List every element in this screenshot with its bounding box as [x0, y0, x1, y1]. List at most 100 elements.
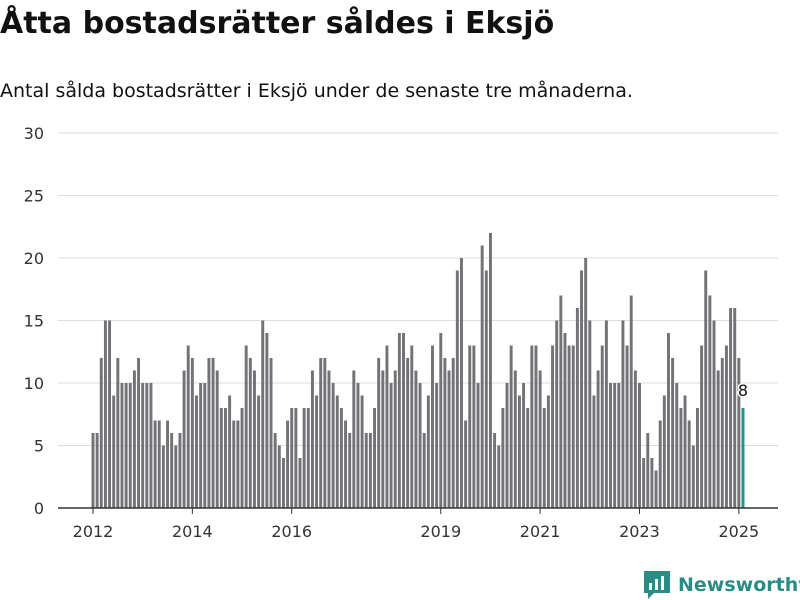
bar	[190, 358, 194, 508]
bar	[145, 383, 149, 508]
bar	[476, 383, 480, 508]
bar	[352, 370, 356, 508]
chart-title: Åtta bostadsrätter såldes i Eksjö	[0, 6, 555, 41]
bar	[617, 383, 621, 508]
brand-name: Newsworthy	[678, 574, 800, 596]
bar	[132, 370, 136, 508]
bar	[613, 383, 617, 508]
bar	[517, 395, 521, 508]
bar	[406, 358, 410, 508]
bar	[199, 383, 203, 508]
bar	[567, 345, 571, 508]
y-tick-label: 0	[34, 499, 44, 518]
bar	[642, 458, 646, 508]
bar	[551, 345, 555, 508]
bar	[472, 345, 476, 508]
bar	[505, 383, 509, 508]
chart-subtitle: Antal sålda bostadsrätter i Eksjö under …	[0, 80, 633, 102]
bar	[294, 408, 298, 508]
x-tick-label: 2016	[271, 522, 312, 541]
bar	[174, 445, 178, 508]
x-tick-label: 2025	[719, 522, 760, 541]
bar	[402, 333, 405, 508]
bar	[360, 395, 364, 508]
bar	[240, 408, 244, 508]
bar	[580, 270, 583, 508]
bar	[497, 445, 501, 508]
bar	[687, 420, 691, 508]
bar	[302, 408, 306, 508]
bar	[265, 333, 269, 508]
bar	[716, 370, 720, 508]
bar	[460, 258, 463, 508]
bar	[534, 345, 538, 508]
bar	[248, 358, 252, 508]
bar	[368, 433, 372, 508]
bar	[161, 445, 165, 508]
bar	[493, 433, 497, 508]
bar	[592, 395, 596, 508]
bar	[609, 383, 612, 508]
newsworthy-logo-icon	[644, 571, 670, 599]
bar	[310, 370, 314, 508]
y-tick-label: 10	[24, 374, 44, 393]
bar	[95, 433, 99, 508]
bar	[509, 345, 513, 508]
bar	[464, 420, 468, 508]
bar	[286, 420, 290, 508]
bar	[323, 358, 327, 508]
bar	[695, 408, 699, 508]
bar	[99, 358, 103, 508]
bar	[563, 333, 567, 508]
bar	[480, 245, 484, 508]
bar	[157, 420, 161, 508]
bar	[277, 445, 281, 508]
bar	[224, 408, 227, 508]
x-tick-label: 2021	[520, 522, 561, 541]
bar	[633, 370, 637, 508]
y-tick-label: 20	[24, 249, 44, 268]
bar	[724, 345, 728, 508]
y-tick-label: 5	[34, 437, 44, 456]
bar	[290, 408, 294, 508]
bar	[373, 408, 376, 508]
bar	[414, 370, 418, 508]
bar	[298, 458, 302, 508]
bar	[356, 383, 360, 508]
x-tick-label: 2014	[172, 522, 213, 541]
bar	[733, 308, 737, 508]
bar	[522, 383, 526, 508]
bar	[261, 320, 265, 508]
bar	[418, 383, 422, 508]
bar	[348, 433, 352, 508]
bar	[700, 345, 704, 508]
bar	[410, 345, 414, 508]
bar	[638, 383, 641, 508]
bar	[166, 420, 169, 508]
bar	[596, 370, 600, 508]
bar	[228, 395, 232, 508]
bar	[149, 383, 153, 508]
bar	[679, 408, 683, 508]
bar	[600, 345, 604, 508]
bar	[252, 370, 256, 508]
bar	[575, 308, 579, 508]
bar	[571, 345, 575, 508]
bar	[389, 383, 393, 508]
bar	[381, 370, 385, 508]
bar	[488, 233, 492, 508]
bar	[281, 458, 285, 508]
bar	[331, 383, 335, 508]
bar	[546, 395, 550, 508]
bar	[393, 370, 397, 508]
bar	[720, 358, 724, 508]
highlighted-bar	[741, 408, 745, 508]
bar	[667, 333, 670, 508]
y-tick-label: 30	[24, 124, 44, 143]
bar	[588, 320, 592, 508]
bar	[306, 408, 310, 508]
bar	[708, 295, 712, 508]
bar	[737, 358, 741, 508]
bar	[327, 370, 331, 508]
